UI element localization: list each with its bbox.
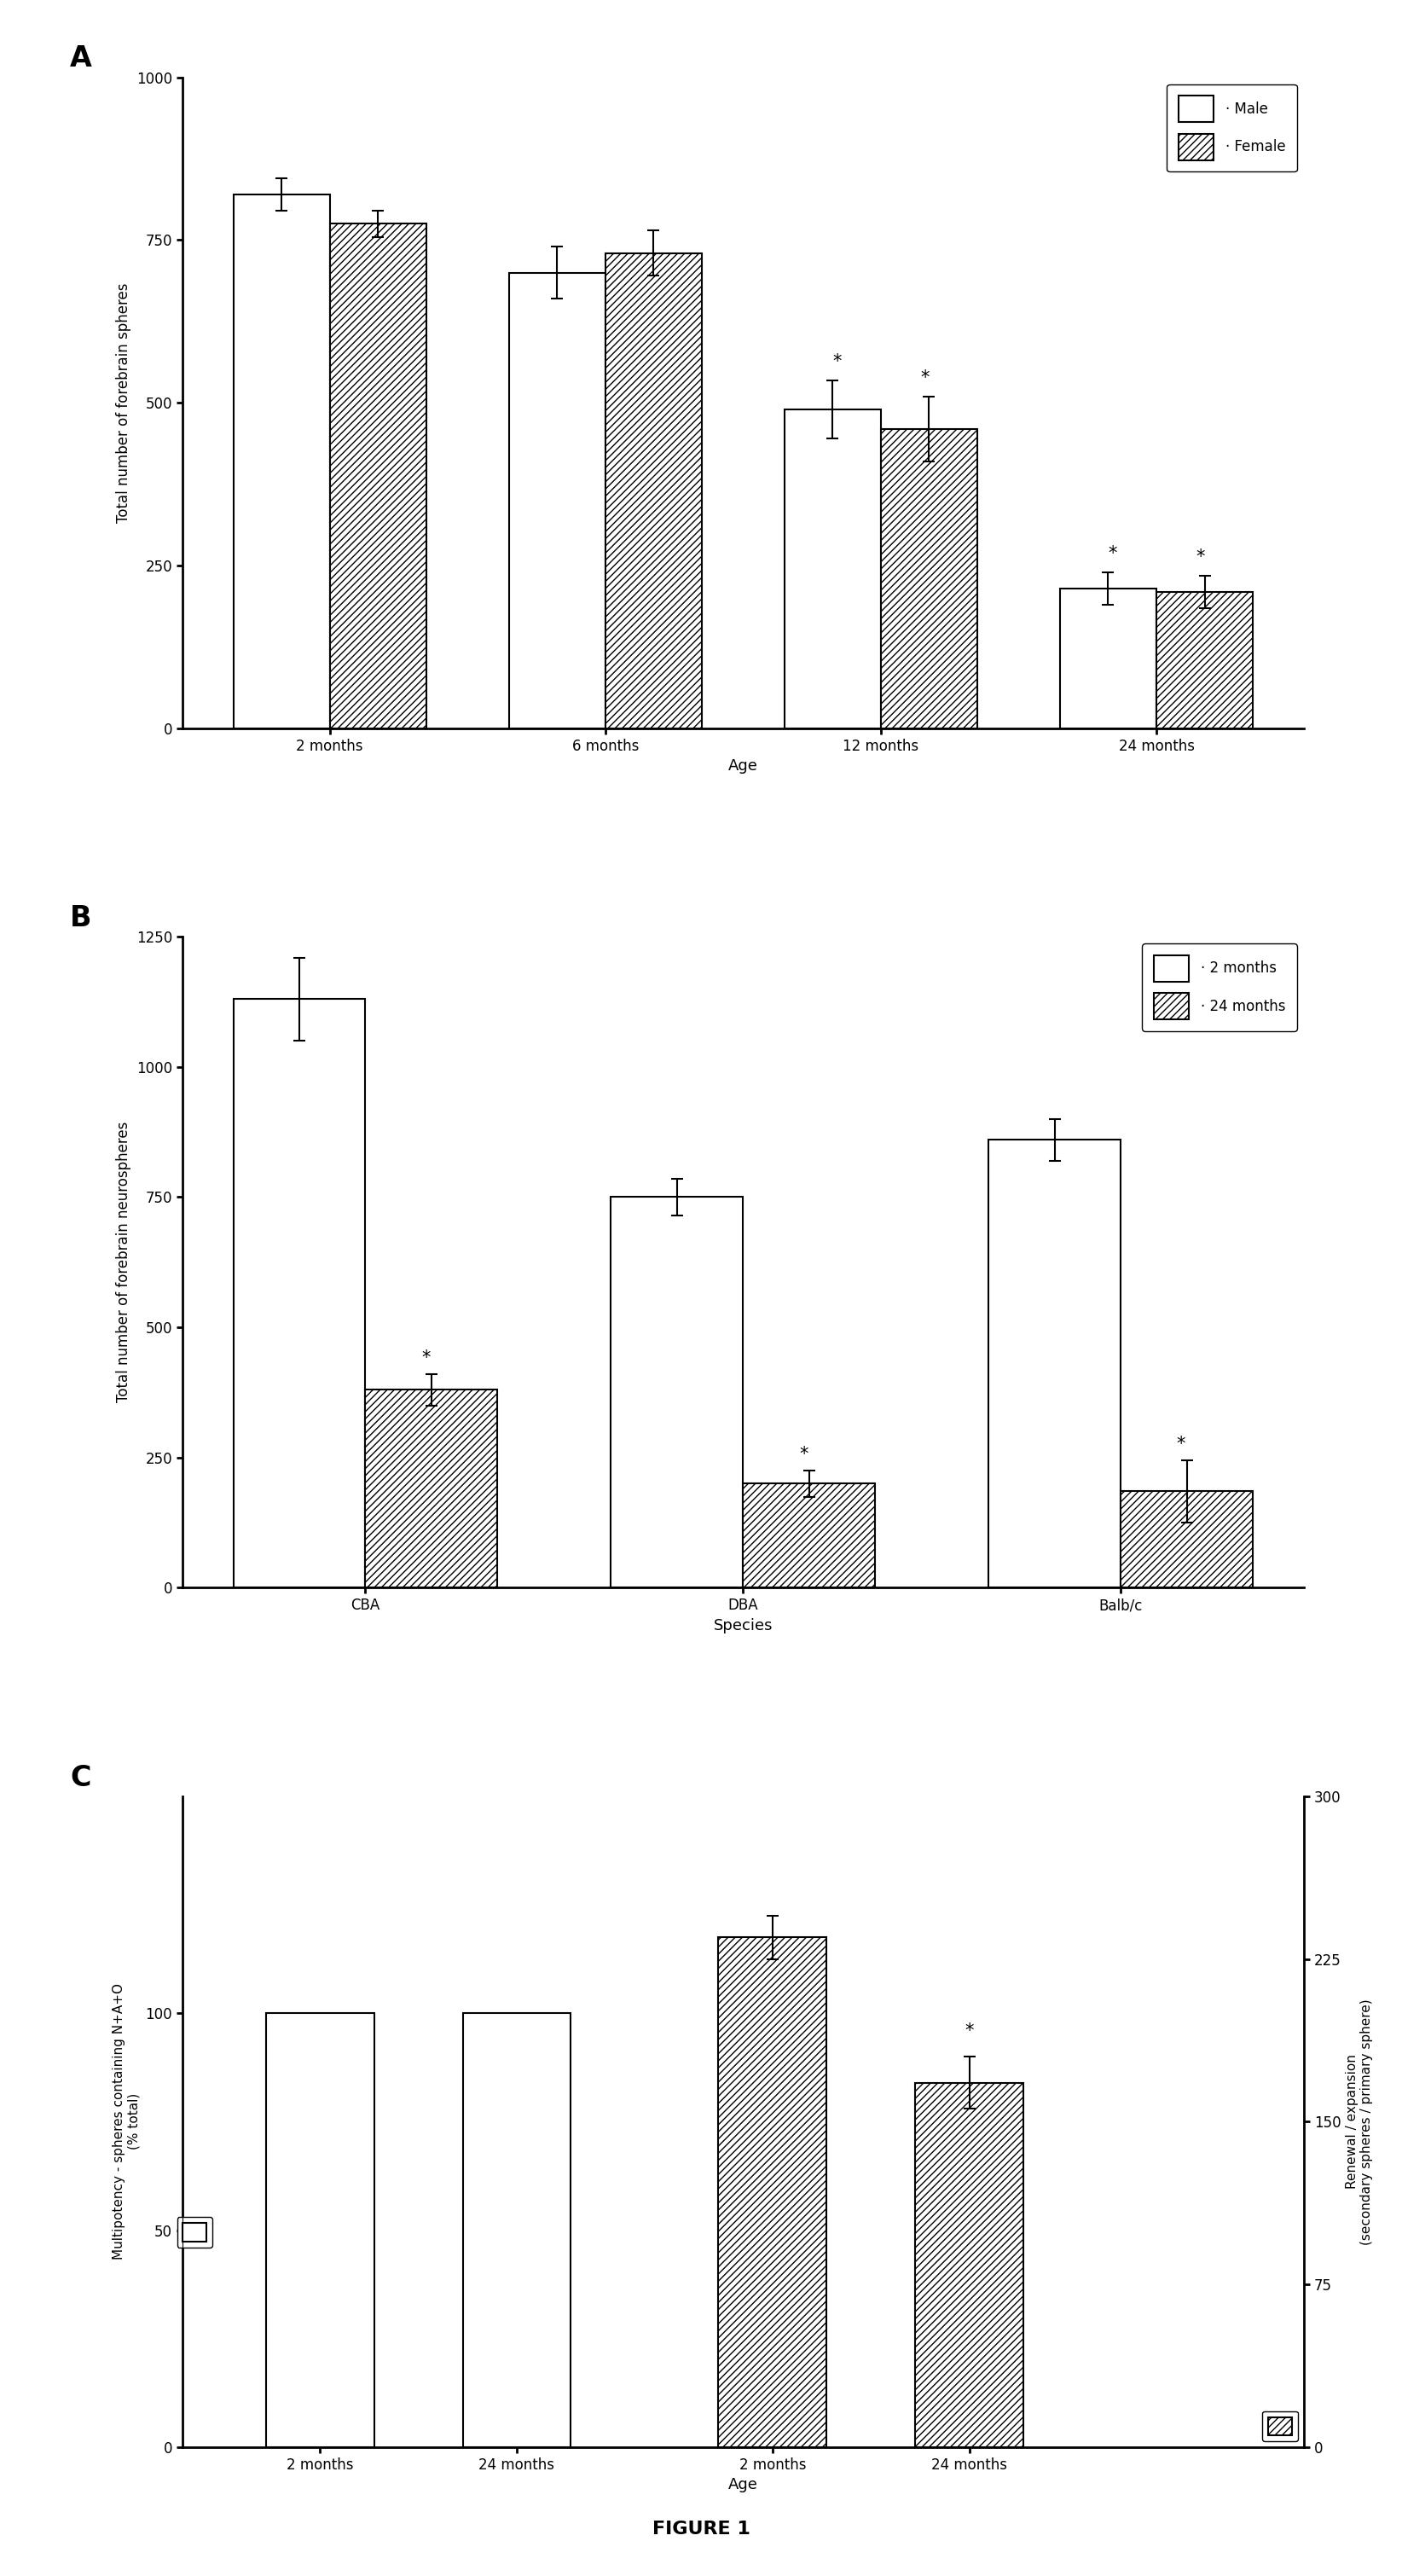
Bar <box>509 273 606 729</box>
Y-axis label: Renewal / expansion
(secondary spheres / primary sphere): Renewal / expansion (secondary spheres /… <box>1346 1999 1374 2244</box>
X-axis label: Species: Species <box>714 1618 773 1633</box>
X-axis label: Age: Age <box>728 2478 758 2494</box>
Text: *: * <box>422 1350 430 1365</box>
Text: *: * <box>1108 546 1117 562</box>
Bar <box>1157 592 1253 729</box>
Bar <box>606 252 702 729</box>
Bar <box>1060 587 1157 729</box>
Text: *: * <box>1196 549 1204 567</box>
Y-axis label: Total number of forebrain neurospheres: Total number of forebrain neurospheres <box>116 1121 132 1404</box>
Text: A: A <box>70 44 93 72</box>
Bar <box>718 1937 827 2447</box>
Y-axis label: Multipotency - spheres containing N+A+O
(% total): Multipotency - spheres containing N+A+O … <box>112 1984 140 2259</box>
Bar <box>916 2081 1023 2447</box>
Text: FIGURE 1: FIGURE 1 <box>652 2519 750 2537</box>
Bar <box>233 193 329 729</box>
Bar <box>988 1139 1120 1587</box>
Bar <box>329 224 426 729</box>
Text: *: * <box>799 1445 808 1463</box>
Bar <box>880 428 977 729</box>
Text: *: * <box>833 353 841 371</box>
Text: *: * <box>1176 1435 1186 1453</box>
Bar <box>611 1198 743 1587</box>
Legend: · Male, · Female: · Male, · Female <box>1166 85 1297 173</box>
Y-axis label: Total number of forebrain spheres: Total number of forebrain spheres <box>116 283 132 523</box>
Legend: · 2 months, · 24 months: · 2 months, · 24 months <box>1143 943 1297 1030</box>
Bar <box>366 1391 498 1587</box>
Text: B: B <box>70 904 93 933</box>
Text: C: C <box>70 1765 91 1793</box>
Legend:  <box>177 2218 213 2246</box>
Bar <box>784 410 880 729</box>
Bar <box>743 1484 875 1587</box>
Bar <box>233 999 366 1587</box>
Bar <box>1120 1492 1253 1587</box>
Bar <box>463 2014 571 2447</box>
Text: *: * <box>965 2022 974 2040</box>
Text: *: * <box>921 368 930 386</box>
X-axis label: Age: Age <box>728 757 758 773</box>
Legend:  <box>1262 2411 1298 2442</box>
Bar <box>266 2014 374 2447</box>
